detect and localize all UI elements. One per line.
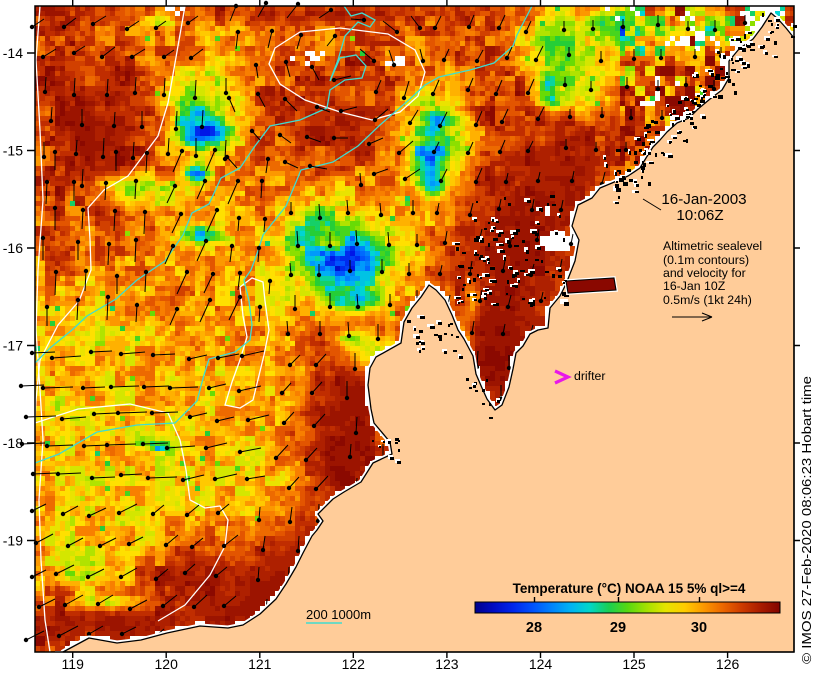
svg-text:(0.1m contours): (0.1m contours) <box>663 253 749 267</box>
svg-text:Temperature (°C) NOAA 15 5% ql: Temperature (°C) NOAA 15 5% ql>=4 <box>513 581 746 596</box>
svg-text:© IMOS 27-Feb-2020 08:06:23 Ho: © IMOS 27-Feb-2020 08:06:23 Hobart time <box>799 376 814 664</box>
svg-text:28: 28 <box>526 620 542 636</box>
svg-text:-14: -14 <box>3 45 23 61</box>
svg-text:125: 125 <box>622 656 646 672</box>
svg-text:126: 126 <box>716 656 740 672</box>
svg-text:-18: -18 <box>3 435 23 451</box>
svg-text:-19: -19 <box>3 533 23 549</box>
svg-text:121: 121 <box>248 656 272 672</box>
svg-text:122: 122 <box>342 656 366 672</box>
svg-text:30: 30 <box>691 620 707 636</box>
svg-text:124: 124 <box>529 656 553 672</box>
svg-text:Altimetric sealevel: Altimetric sealevel <box>663 239 762 253</box>
svg-text:0.5m/s (1kt 24h): 0.5m/s (1kt 24h) <box>663 293 752 307</box>
svg-text:119: 119 <box>62 656 85 672</box>
svg-text:-16: -16 <box>3 240 23 256</box>
svg-text:120: 120 <box>155 656 179 672</box>
svg-text:16-Jan-2003: 16-Jan-2003 <box>661 191 746 208</box>
svg-text:drifter: drifter <box>574 369 605 383</box>
svg-text:200 1000m: 200 1000m <box>306 607 371 622</box>
svg-text:16-Jan 10Z: 16-Jan 10Z <box>663 279 726 293</box>
svg-text:-17: -17 <box>3 338 23 354</box>
svg-text:and velocity for: and velocity for <box>663 266 746 280</box>
svg-text:123: 123 <box>435 656 459 672</box>
svg-text:29: 29 <box>610 620 626 636</box>
svg-text:10:06Z: 10:06Z <box>676 207 723 224</box>
svg-text:-15: -15 <box>3 143 23 159</box>
